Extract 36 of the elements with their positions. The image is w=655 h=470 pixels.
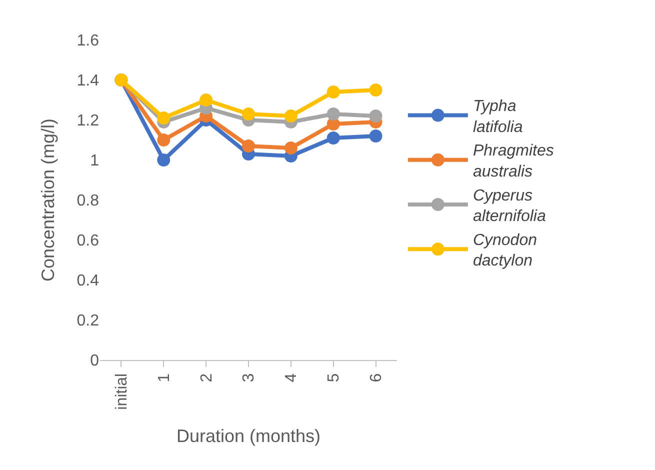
y-tick-label: 0.2 (76, 312, 100, 330)
y-axis-title: Concentration (mg/l) (38, 118, 58, 282)
x-tick-label: 1 (156, 373, 173, 382)
point (242, 108, 255, 120)
point (284, 142, 298, 154)
point (242, 140, 255, 152)
y-tick-label: 1.6 (76, 32, 100, 50)
y-tick-label: 0.4 (76, 272, 100, 290)
point (157, 134, 170, 146)
point (369, 130, 382, 142)
y-tick-label: 0.6 (76, 232, 100, 250)
point (369, 110, 382, 122)
legend-label: Cynodon dactylon (472, 232, 538, 270)
legend-label: Cyperus alternifolia (472, 187, 546, 226)
x-axis-title: Duration (months) (176, 426, 321, 446)
point (369, 84, 382, 96)
point (157, 112, 170, 124)
point (326, 86, 340, 98)
point (326, 108, 340, 120)
y-tick-label: 1 (90, 152, 100, 170)
legend-label: Phragmites australis (472, 142, 554, 181)
point (157, 154, 170, 166)
point (200, 94, 213, 106)
x-tick-label: initial (113, 373, 130, 410)
x-tick-label: 6 (368, 373, 385, 382)
y-tick-label: 1.2 (76, 112, 100, 130)
legend-label: Typha latifolia (472, 98, 523, 136)
x-tick-label: 4 (283, 373, 300, 382)
point (326, 132, 340, 144)
x-tick-label: 2 (198, 373, 216, 382)
x-tick-label: 5 (326, 373, 343, 382)
y-tick-label: 0.8 (76, 192, 100, 210)
x-tick-label: 3 (240, 373, 258, 382)
y-tick-label: 1.4 (76, 72, 100, 90)
point (284, 110, 298, 122)
y-tick-label: 0 (90, 352, 100, 370)
